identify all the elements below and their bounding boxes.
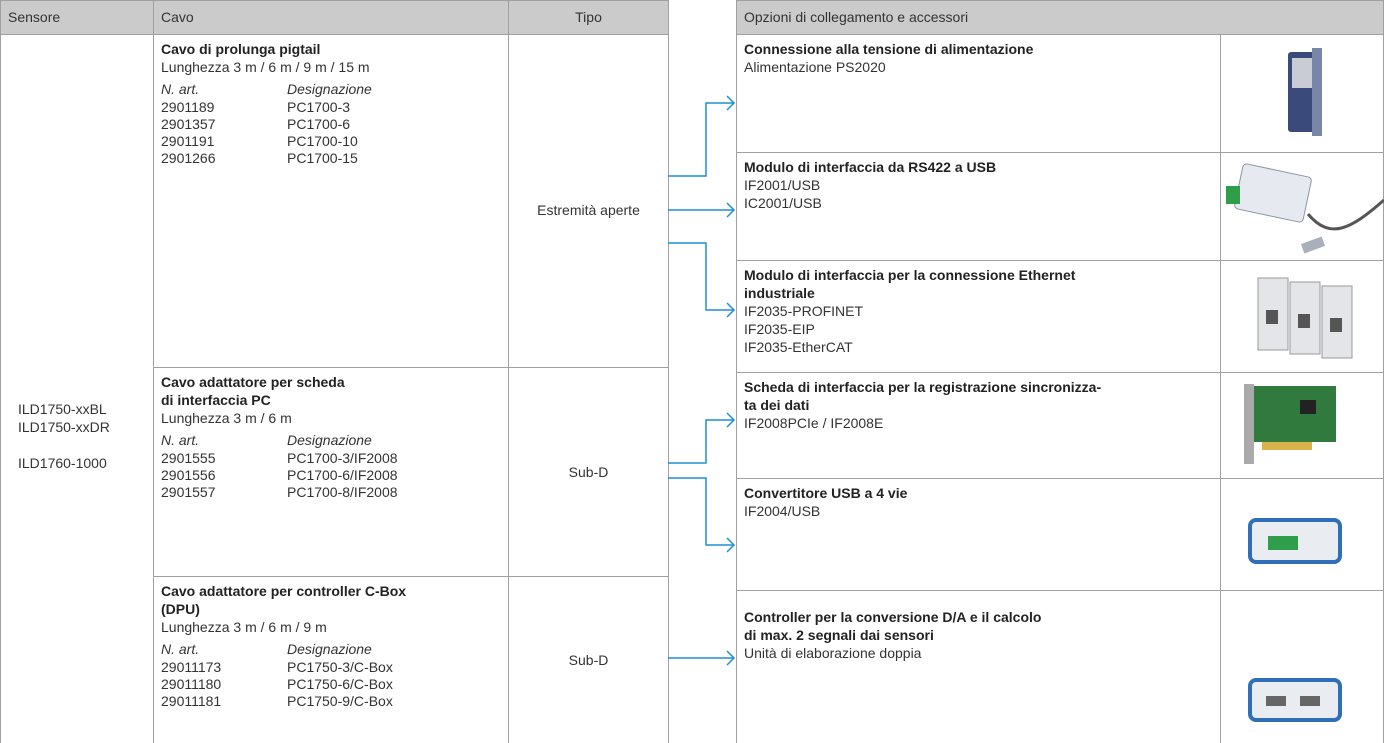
column-label: Designazione bbox=[287, 81, 372, 97]
column-label: Designazione bbox=[287, 432, 372, 448]
option-item: IF2001/USB bbox=[744, 177, 821, 193]
designation: PC1700-8/IF2008 bbox=[287, 484, 398, 500]
article-number: 2901357 bbox=[161, 116, 216, 132]
designation: PC1700-10 bbox=[287, 133, 358, 149]
arrow-line bbox=[668, 477, 734, 546]
option-item: Unità di elaborazione doppia bbox=[744, 645, 922, 661]
designation: PC1700-15 bbox=[287, 150, 358, 166]
designation: PC1700-3/IF2008 bbox=[287, 450, 398, 466]
arrow-head bbox=[726, 537, 736, 553]
left-header: Sensore bbox=[8, 9, 61, 25]
header-cell bbox=[0, 0, 154, 35]
arrow-line bbox=[668, 102, 734, 177]
column-label: N. art. bbox=[161, 641, 200, 657]
arrow-head bbox=[726, 412, 736, 428]
designation: PC1700-6/IF2008 bbox=[287, 467, 398, 483]
ethernet-module-image bbox=[1257, 277, 1353, 359]
arrow-head bbox=[726, 202, 736, 218]
column-label: N. art. bbox=[161, 432, 200, 448]
column-label: Designazione bbox=[287, 641, 372, 657]
arrow-head bbox=[726, 302, 736, 318]
cable-title: Cavo di prolunga pigtail bbox=[161, 41, 321, 57]
designation: PC1700-3 bbox=[287, 99, 351, 115]
arrow-head bbox=[726, 650, 736, 666]
cable-length: Lunghezza 3 m / 6 m / 9 m bbox=[161, 619, 327, 635]
option-item: IF2035-PROFINET bbox=[744, 303, 864, 319]
sensor: ILD1750-xxDR bbox=[18, 419, 110, 435]
cable-title: (DPU) bbox=[161, 601, 200, 617]
designation: PC1750-3/C-Box bbox=[287, 659, 393, 675]
article-number: 2901557 bbox=[161, 484, 216, 500]
pcie-card-image bbox=[1244, 384, 1336, 464]
cable-length: Lunghezza 3 m / 6 m / 9 m / 15 m bbox=[161, 59, 370, 75]
arrow-line bbox=[668, 242, 734, 311]
cable-title: Cavo adattatore per scheda bbox=[161, 374, 345, 390]
option-title: Controller per la conversione D/A e il c… bbox=[744, 609, 1042, 625]
cable-title: Cavo adattatore per controller C-Box bbox=[161, 583, 407, 599]
cable-length: Lunghezza 3 m / 6 m bbox=[161, 410, 292, 426]
cell bbox=[508, 576, 669, 743]
option-title: ta dei dati bbox=[744, 397, 810, 413]
left-header: Cavo bbox=[161, 9, 194, 25]
cable-title: di interfaccia PC bbox=[161, 392, 271, 408]
option-item: IC2001/USB bbox=[744, 195, 822, 211]
article-number: 29011180 bbox=[161, 676, 222, 692]
designation: PC1750-9/C-Box bbox=[287, 693, 393, 709]
article-number: 2901266 bbox=[161, 150, 216, 166]
option-title: Connessione alla tensione di alimentazio… bbox=[744, 41, 1034, 57]
right-header: Opzioni di collegamento e accessori bbox=[744, 9, 969, 25]
header-cell bbox=[153, 0, 509, 35]
option-title: Convertitore USB a 4 vie bbox=[744, 485, 908, 501]
sensor: ILD1750-xxBL bbox=[18, 401, 107, 417]
rs422-module-image bbox=[1226, 163, 1384, 254]
power-supply-image bbox=[1288, 48, 1322, 136]
usb-converter-image bbox=[1248, 518, 1342, 564]
option-title: di max. 2 segnali dai sensori bbox=[744, 627, 934, 643]
option-title: Modulo di interfaccia da RS422 a USB bbox=[744, 159, 997, 175]
option-item: IF2035-EIP bbox=[744, 321, 815, 337]
option-item: IF2008PCIe / IF2008E bbox=[744, 415, 884, 431]
article-number: 29011173 bbox=[161, 659, 222, 675]
designation: PC1700-6 bbox=[287, 116, 351, 132]
cable-type: Sub-D bbox=[568, 651, 609, 668]
cable-type: Estremità aperte bbox=[537, 202, 640, 218]
controller-image bbox=[1248, 678, 1342, 722]
option-item: IF2035-EtherCAT bbox=[744, 339, 853, 355]
option-title: Modulo di interfaccia per la connessione… bbox=[744, 267, 1076, 283]
sensor: ILD1760-1000 bbox=[18, 455, 107, 471]
arrow-head bbox=[726, 95, 736, 111]
article-number: 29011181 bbox=[161, 693, 222, 709]
option-title: Scheda di interfaccia per la registrazio… bbox=[744, 379, 1102, 395]
option-title: industriale bbox=[744, 285, 815, 301]
article-number: 2901191 bbox=[161, 133, 215, 149]
option-item: IF2004/USB bbox=[744, 503, 821, 519]
arrow-line bbox=[668, 419, 734, 464]
article-number: 2901556 bbox=[161, 467, 216, 483]
designation: PC1750-6/C-Box bbox=[287, 676, 393, 692]
article-number: 2901555 bbox=[161, 450, 216, 466]
article-number: 2901189 bbox=[161, 99, 215, 115]
column-label: N. art. bbox=[161, 81, 200, 97]
cable-type: Sub-D bbox=[568, 463, 609, 480]
left-header: Tipo bbox=[575, 9, 602, 25]
option-item: Alimentazione PS2020 bbox=[744, 59, 886, 75]
